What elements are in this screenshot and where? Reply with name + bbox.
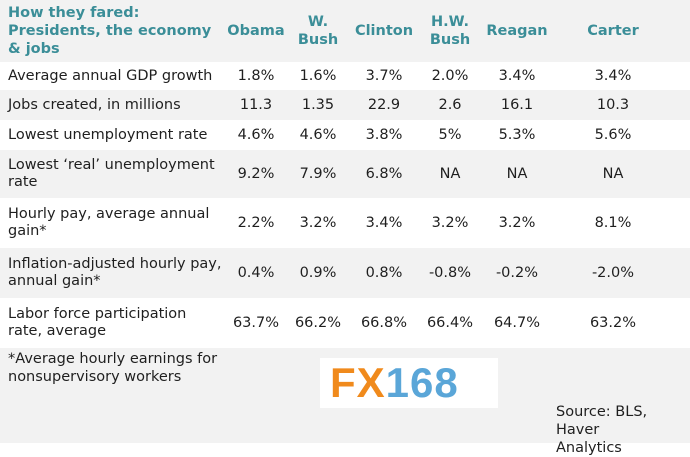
table-row: Average annual GDP growth 1.8% 1.6% 3.7%… [0,62,690,90]
table-cell: 2.0% [431,68,469,84]
column-header: H.W. Bush [429,14,471,48]
watermark-168: 168 [385,359,459,406]
table-cell: 5% [438,127,462,143]
table-cell: 3.7% [365,68,403,84]
table-cell: 10.3 [596,97,630,113]
footnote: *Average hourly earnings for nonsupervis… [8,351,218,385]
table-cell: 11.3 [239,97,273,113]
table-row: Labor force participation rate, average … [0,298,690,348]
table-cell: 4.6% [299,127,337,143]
table-cell: 5.3% [498,127,536,143]
column-header: Reagan [486,23,548,39]
row-label: Lowest unemployment rate [8,126,208,143]
table-title: How they fared: Presidents, the economy … [8,5,212,57]
row-label: Hourly pay, average annual gain* [8,206,210,239]
column-header: Carter [587,23,639,39]
table-cell: 4.6% [237,127,275,143]
table-cell: 3.4% [498,68,536,84]
column-header: Obama [227,23,285,39]
table-cell: 0.4% [237,265,275,281]
table-cell: 3.4% [365,215,403,231]
source-note: Source: BLS, Haver Analytics [556,404,648,456]
table-cell: 9.2% [237,166,275,182]
table-cell: 63.7% [232,315,280,331]
watermark-fx: FX [330,359,386,406]
row-label: Jobs created, in millions [8,96,181,113]
table-cell: 2.2% [237,215,275,231]
table-cell: 2.6 [438,97,462,113]
table-cell: 6.8% [365,166,403,182]
table-cell: 1.35 [301,97,335,113]
table-row: Hourly pay, average annual gain* 2.2% 3.… [0,198,690,248]
table-cell: 64.7% [493,315,541,331]
table-cell: 16.1 [500,97,534,113]
table-cell: 1.6% [299,68,337,84]
watermark-logo: FX168 [320,358,498,408]
column-header: Clinton [354,23,414,39]
table-cell: NA [602,166,624,182]
table-row: Inflation-adjusted hourly pay, annual ga… [0,248,690,298]
table-cell: 3.2% [431,215,469,231]
row-label: Lowest ‘real’ unemployment rate [8,157,215,190]
table-cell: -2.0% [591,265,635,281]
row-label: Inflation-adjusted hourly pay, annual ga… [8,256,222,289]
table-cell: 66.8% [360,315,408,331]
header-row: How they fared: Presidents, the economy … [0,0,690,62]
table-cell: 3.4% [594,68,632,84]
row-label: Average annual GDP growth [8,67,213,84]
table-cell: 3.2% [498,215,536,231]
table-row: Lowest ‘real’ unemployment rate 9.2% 7.9… [0,150,690,198]
table-row: Lowest unemployment rate 4.6% 4.6% 3.8% … [0,120,690,150]
table-row: Jobs created, in millions 11.3 1.35 22.9… [0,90,690,120]
table-cell: 22.9 [367,97,401,113]
table-cell: 3.8% [365,127,403,143]
table-cell: 1.8% [237,68,275,84]
table-cell: 63.2% [589,315,637,331]
table-cell: NA [506,166,528,182]
table-cell: NA [439,166,461,182]
table-cell: 5.6% [594,127,632,143]
column-header: W. Bush [297,14,339,48]
table-cell: -0.8% [428,265,472,281]
row-label: Labor force participation rate, average [8,306,187,339]
table-cell: 8.1% [594,215,632,231]
table-cell: 0.8% [365,265,403,281]
table-cell: 3.2% [299,215,337,231]
table-cell: 66.4% [426,315,474,331]
table-cell: -0.2% [495,265,539,281]
table-cell: 7.9% [299,166,337,182]
table-cell: 0.9% [299,265,337,281]
table-cell: 66.2% [294,315,342,331]
